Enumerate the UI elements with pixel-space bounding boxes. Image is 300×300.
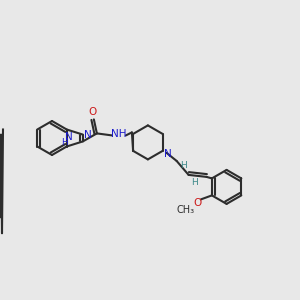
Text: O: O (194, 198, 202, 208)
Text: H: H (191, 178, 198, 188)
Text: N: N (84, 130, 92, 140)
Text: H: H (61, 138, 68, 147)
Text: N: N (65, 131, 73, 142)
Text: N: N (164, 149, 172, 159)
Text: CH₃: CH₃ (177, 206, 195, 215)
Text: H: H (180, 161, 187, 170)
Text: NH: NH (111, 129, 127, 140)
Text: O: O (89, 107, 97, 117)
